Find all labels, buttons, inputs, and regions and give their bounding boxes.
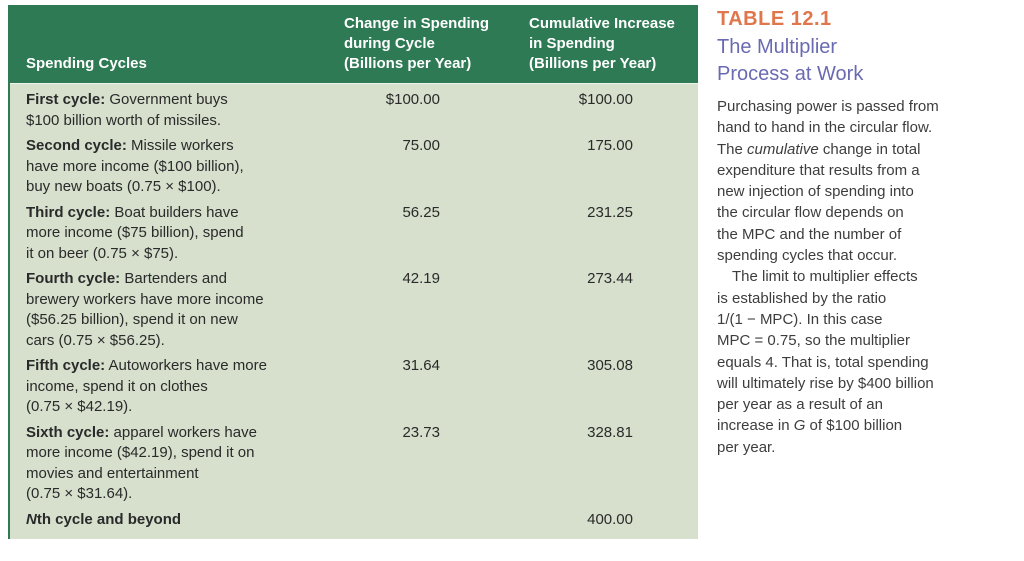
cumulative-value: $100.00 <box>578 91 633 108</box>
change-value: 75.00 <box>402 137 440 154</box>
row-text: Missile workers have more income ($100 b… <box>26 137 244 195</box>
row-text: Bartenders and brewery workers have more… <box>26 270 264 349</box>
cumulative-value: 305.08 <box>587 357 633 374</box>
multiplier-table: Spending Cycles Change in Spending durin… <box>8 5 698 539</box>
caption-part-3: of $100 billion per year. <box>717 417 903 456</box>
caption-part-1: Purchasing power is passed from hand to … <box>717 98 939 158</box>
row-cycle-label: Fourth cycle: <box>26 270 121 287</box>
row-description: Fourth cycle: Bartenders and brewery wor… <box>10 269 344 351</box>
row-description: First cycle: Government buys $100 billio… <box>10 90 344 131</box>
row-description: Sixth cycle: apparel workers have more i… <box>10 423 344 505</box>
table-caption-panel: TABLE 12.1 The Multiplier Process at Wor… <box>717 7 1017 458</box>
caption-italic-cumulative: cumulative <box>747 140 819 158</box>
table-number-label: TABLE 12.1 <box>717 8 832 30</box>
change-value: 42.19 <box>402 270 440 287</box>
header-spending-cycles: Spending Cycles <box>26 55 147 72</box>
table-body: First cycle: Government buys $100 billio… <box>10 83 698 539</box>
cumulative-value: 273.44 <box>587 270 633 287</box>
row-text: apparel workers have more income ($42.19… <box>26 423 257 503</box>
table-row: Nth cycle and beyond 400.00 <box>10 508 698 534</box>
cumulative-value: 400.00 <box>587 510 633 528</box>
row-description: Third cycle: Boat builders have more inc… <box>10 203 344 265</box>
table-row: Third cycle: Boat builders have more inc… <box>10 201 698 268</box>
row-cycle-label: First cycle: <box>26 91 106 108</box>
row-italic-prefix: N <box>26 510 37 528</box>
row-cycle-label: Third cycle: <box>26 203 111 221</box>
table-caption-text: Purchasing power is passed from hand to … <box>717 96 1017 458</box>
row-cycle-label: th cycle and beyond <box>36 510 182 528</box>
row-text: Boat builders have more income ($75 bill… <box>26 203 244 262</box>
row-cycle-label: Fifth cycle: <box>26 357 106 374</box>
table-row: Fifth cycle: Autoworkers have more incom… <box>10 354 698 421</box>
header-cumulative-increase: Cumulative Increase in Spending (Billion… <box>529 15 675 72</box>
table-row: Sixth cycle: apparel workers have more i… <box>10 421 698 508</box>
table-title: The Multiplier Process at Work <box>717 36 864 85</box>
row-description: Nth cycle and beyond <box>10 510 344 531</box>
row-description: Second cycle: Missile workers have more … <box>10 136 344 198</box>
table-row: Fourth cycle: Bartenders and brewery wor… <box>10 267 698 354</box>
table-row: Second cycle: Missile workers have more … <box>10 134 698 201</box>
cumulative-value: 231.25 <box>587 203 633 221</box>
row-cycle-label: Sixth cycle: <box>26 423 110 441</box>
table-header-row: Spending Cycles Change in Spending durin… <box>10 5 698 83</box>
change-value: 23.73 <box>402 423 440 441</box>
table-row: First cycle: Government buys $100 billio… <box>10 88 698 134</box>
caption-part-2: change in total expenditure that results… <box>717 140 934 435</box>
caption-italic-g: G <box>793 417 806 435</box>
row-text: Autoworkers have more income, spend it o… <box>26 357 267 415</box>
cumulative-value: 175.00 <box>587 137 633 154</box>
change-value <box>344 510 440 531</box>
change-value: 56.25 <box>402 203 440 221</box>
header-change-in-spending: Change in Spending during Cycle (Billion… <box>344 15 489 72</box>
cumulative-value: 328.81 <box>587 423 633 441</box>
row-cycle-label: Second cycle: <box>26 137 127 154</box>
change-value: $100.00 <box>385 91 440 108</box>
row-text: Government buys $100 billion worth of mi… <box>26 91 228 129</box>
row-description: Fifth cycle: Autoworkers have more incom… <box>10 356 344 418</box>
change-value: 31.64 <box>402 357 440 374</box>
